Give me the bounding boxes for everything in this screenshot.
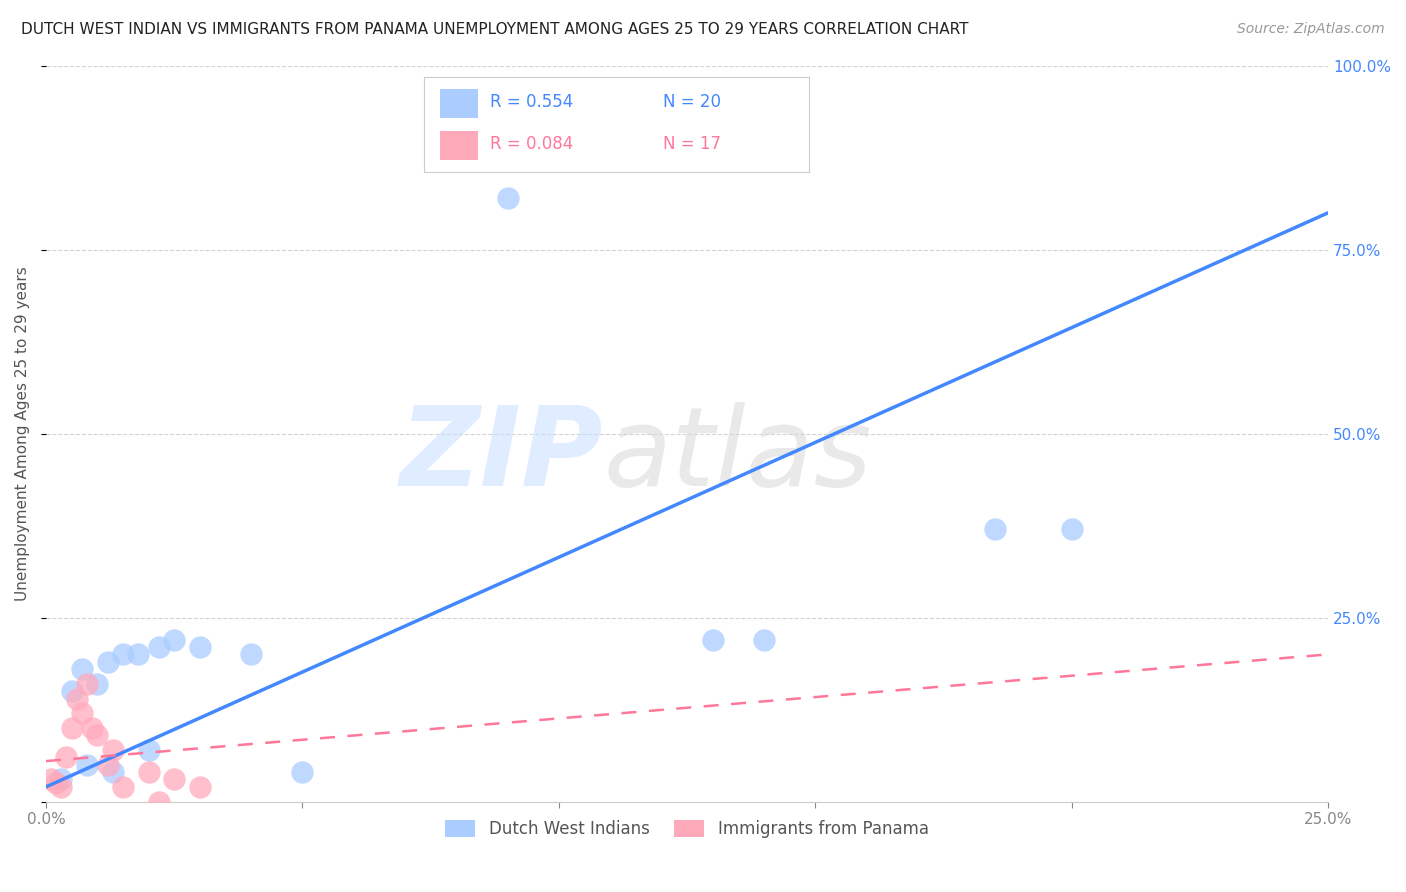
Point: [45, 776, 67, 790]
Point: [76, 677, 98, 691]
Point: [496, 191, 519, 205]
Y-axis label: Unemployment Among Ages 25 to 29 years: Unemployment Among Ages 25 to 29 years: [15, 266, 30, 601]
Point: [66, 691, 89, 706]
Point: [39, 772, 62, 787]
Point: [70, 662, 93, 676]
Text: DUTCH WEST INDIAN VS IMMIGRANTS FROM PANAMA UNEMPLOYMENT AMONG AGES 25 TO 29 YEA: DUTCH WEST INDIAN VS IMMIGRANTS FROM PAN…: [21, 22, 969, 37]
Point: [51, 780, 73, 794]
Text: Source: ZipAtlas.com: Source: ZipAtlas.com: [1237, 22, 1385, 37]
Point: [60, 684, 83, 698]
Point: [138, 743, 160, 757]
Text: ZIP: ZIP: [401, 402, 603, 509]
Point: [51, 772, 73, 787]
Point: [86, 728, 108, 742]
Point: [138, 765, 160, 780]
Text: atlas: atlas: [603, 402, 872, 509]
Point: [148, 795, 170, 809]
Point: [70, 706, 93, 721]
Point: [101, 765, 124, 780]
Point: [291, 765, 314, 780]
Point: [148, 640, 170, 654]
Point: [111, 780, 134, 794]
Point: [188, 780, 211, 794]
Point: [127, 648, 149, 662]
Point: [60, 721, 83, 735]
Point: [188, 640, 211, 654]
Point: [984, 522, 1007, 536]
Point: [240, 648, 263, 662]
Point: [96, 757, 118, 772]
Point: [702, 632, 724, 647]
Point: [163, 772, 186, 787]
Point: [76, 757, 98, 772]
Point: [1060, 522, 1083, 536]
Legend: Dutch West Indians, Immigrants from Panama: Dutch West Indians, Immigrants from Pana…: [439, 814, 935, 845]
Point: [752, 632, 775, 647]
Point: [86, 677, 108, 691]
Point: [96, 655, 118, 669]
Point: [55, 750, 77, 764]
Point: [111, 648, 134, 662]
Point: [82, 721, 104, 735]
Point: [101, 743, 124, 757]
Point: [163, 632, 186, 647]
